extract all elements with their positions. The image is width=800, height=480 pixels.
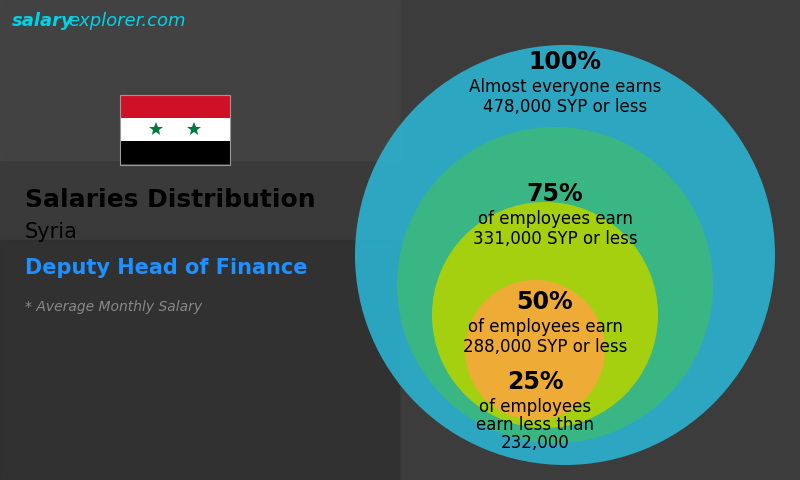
Ellipse shape bbox=[432, 202, 658, 428]
Text: Almost everyone earns: Almost everyone earns bbox=[469, 78, 661, 96]
Text: * Average Monthly Salary: * Average Monthly Salary bbox=[25, 300, 202, 314]
Text: Syria: Syria bbox=[25, 222, 78, 242]
Text: Deputy Head of Finance: Deputy Head of Finance bbox=[25, 258, 307, 278]
Bar bbox=[120, 118, 230, 141]
Text: 232,000: 232,000 bbox=[501, 434, 570, 452]
Text: Salaries Distribution: Salaries Distribution bbox=[25, 188, 316, 212]
Text: of employees earn: of employees earn bbox=[478, 210, 633, 228]
Bar bbox=[0, 0, 400, 160]
Text: earn less than: earn less than bbox=[476, 416, 594, 434]
Text: 75%: 75% bbox=[526, 182, 583, 206]
Text: 50%: 50% bbox=[517, 290, 574, 314]
Text: salary: salary bbox=[12, 12, 74, 30]
Bar bbox=[120, 141, 230, 164]
Text: 331,000 SYP or less: 331,000 SYP or less bbox=[473, 230, 638, 248]
Ellipse shape bbox=[465, 280, 605, 420]
Text: of employees earn: of employees earn bbox=[467, 318, 622, 336]
Bar bbox=[0, 240, 400, 480]
Text: 478,000 SYP or less: 478,000 SYP or less bbox=[483, 98, 647, 116]
Bar bbox=[400, 0, 800, 480]
Text: of employees: of employees bbox=[479, 398, 591, 416]
Ellipse shape bbox=[397, 127, 713, 443]
Bar bbox=[120, 95, 230, 118]
Bar bbox=[120, 95, 230, 165]
Ellipse shape bbox=[355, 45, 775, 465]
Text: 25%: 25% bbox=[506, 370, 563, 394]
Text: 288,000 SYP or less: 288,000 SYP or less bbox=[463, 338, 627, 356]
Text: 100%: 100% bbox=[529, 50, 602, 74]
Text: explorer.com: explorer.com bbox=[68, 12, 186, 30]
